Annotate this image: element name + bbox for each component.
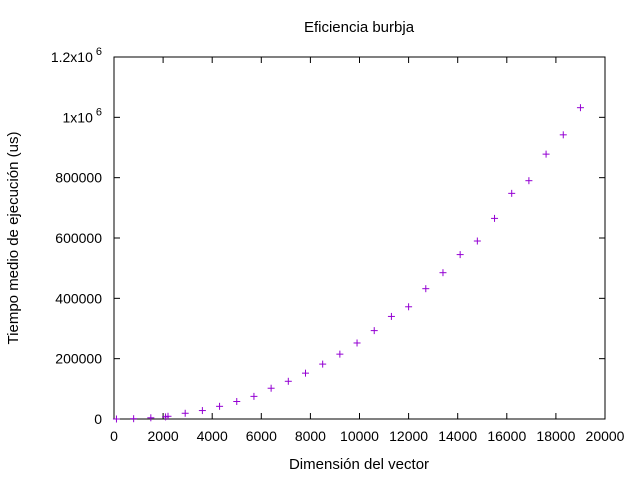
- data-point: [576, 104, 584, 112]
- plot-frame: [113, 56, 606, 420]
- data-point: [525, 177, 533, 185]
- data-point: [147, 414, 155, 422]
- data-point: [473, 237, 481, 245]
- x-tick-label: 6000: [246, 428, 277, 444]
- y-tick-label-base: 0: [94, 411, 102, 427]
- y-tick-label-base: 600000: [55, 230, 102, 246]
- data-point: [508, 189, 516, 197]
- x-tick-label: 20000: [586, 428, 625, 444]
- y-tick-label: 400000: [55, 290, 102, 306]
- data-point: [250, 392, 258, 400]
- y-tick-label-exponent: 6: [96, 46, 102, 58]
- x-tick-label: 16000: [487, 428, 526, 444]
- data-point: [112, 415, 120, 423]
- y-tick-label-base: 1.2x10: [51, 49, 93, 65]
- data-point: [542, 150, 550, 158]
- y-tick-label-base: 1x10: [63, 109, 94, 125]
- y-tick-label: 200000: [55, 351, 102, 367]
- data-point: [559, 131, 567, 139]
- data-point: [439, 269, 447, 277]
- data-point: [491, 214, 499, 222]
- data-point: [233, 398, 241, 406]
- y-tick-label-base: 400000: [55, 290, 102, 306]
- x-axis-label: Dimensión del vector: [289, 456, 429, 473]
- y-tick-label: 600000: [55, 230, 102, 246]
- y-axis-label-group: Tiempo medio de ejecución (us): [5, 132, 22, 345]
- data-point: [181, 409, 189, 417]
- y-tick-label-base: 800000: [55, 170, 102, 186]
- data-point: [353, 339, 361, 347]
- y-tick-label: 1x10 6: [63, 106, 102, 125]
- x-tick-label: 10000: [340, 428, 379, 444]
- y-tick-label-base: 200000: [55, 351, 102, 367]
- data-point: [387, 312, 395, 320]
- y-tick-label: 800000: [55, 170, 102, 186]
- data-point: [267, 384, 275, 392]
- x-tick-label: 14000: [438, 428, 477, 444]
- x-tick-label: 4000: [197, 428, 228, 444]
- y-tick-label: 1.2x10 6: [51, 46, 102, 65]
- x-tick-label: 8000: [295, 428, 326, 444]
- data-point: [216, 402, 224, 410]
- x-tick-label: 0: [110, 428, 118, 444]
- y-tick-label: 0: [94, 411, 102, 427]
- y-tick-label-exponent: 6: [96, 106, 102, 118]
- data-point: [164, 412, 172, 420]
- x-tick-label: 18000: [536, 428, 575, 444]
- data-point: [370, 327, 378, 335]
- chart-title: Eficiencia burbja: [304, 19, 415, 36]
- data-point: [198, 407, 206, 415]
- x-tick-label: 2000: [148, 428, 179, 444]
- data-point: [336, 350, 344, 358]
- data-point: [456, 251, 464, 259]
- data-point: [405, 303, 413, 311]
- axis-ticks: 0 2000 4000 6000 8000 10000 12000 14000 16000 180…: [51, 46, 625, 444]
- data-points: [112, 104, 584, 423]
- data-point: [130, 415, 138, 423]
- y-axis-label: Tiempo medio de ejecución (us): [5, 132, 22, 345]
- data-point: [319, 360, 327, 368]
- data-point: [301, 369, 309, 377]
- x-tick-label: 12000: [389, 428, 428, 444]
- data-point: [284, 377, 292, 385]
- data-point: [422, 285, 430, 293]
